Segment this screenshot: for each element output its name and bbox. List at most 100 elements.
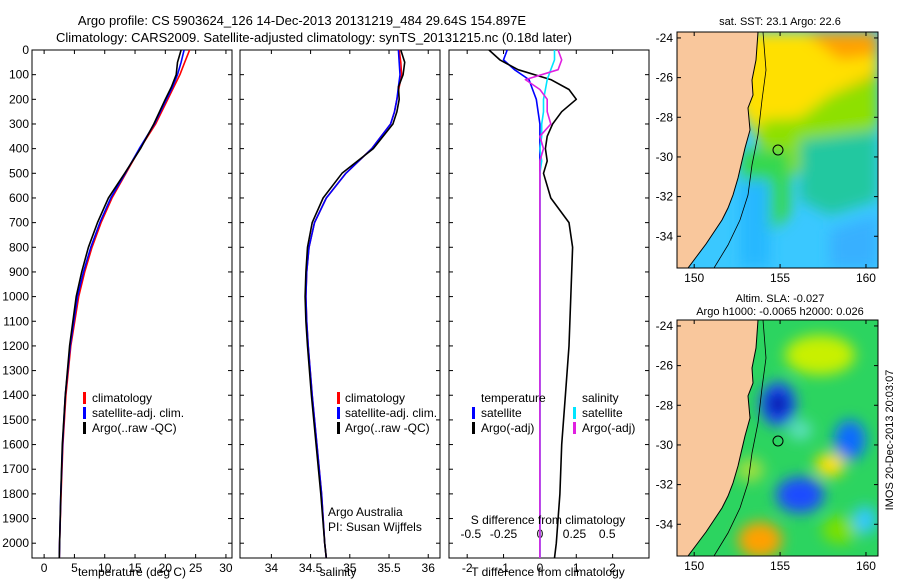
legend-swatch-sal-satellite — [573, 407, 576, 419]
depth-tick-label: 900 — [9, 265, 29, 279]
pi-label: PI: Susan Wijffels — [328, 520, 422, 534]
longitude-tick-label: 150 — [684, 271, 704, 285]
x-tick-label: 1 — [573, 561, 580, 575]
temperature-axis-label: temperature (deg C) — [78, 565, 186, 579]
depth-tick-label: 1600 — [2, 438, 29, 452]
x-tick-label: 34.5 — [299, 561, 323, 575]
profile-location-marker — [772, 144, 784, 156]
salinity-plot-frame — [239, 49, 441, 559]
depth-tick-label: 500 — [9, 166, 29, 180]
org-label: Argo Australia — [328, 505, 403, 519]
coastline — [677, 32, 767, 268]
depth-tick-label: 1100 — [3, 314, 29, 328]
longitude-tick-label: 150 — [684, 559, 704, 573]
salinity-difference-axis-label: S difference from climatology — [471, 513, 626, 527]
temperature-axis: 0 5 10 15 20 25 30 — [41, 50, 233, 575]
legend-climatology: climatology — [92, 391, 152, 405]
depth-tick-label: 600 — [9, 191, 29, 205]
x-tick-label: 36 — [422, 561, 436, 575]
latitude-tick-label: -30 — [656, 438, 674, 452]
x-tick-label: 34 — [265, 561, 279, 575]
latitude-tick-label: -32 — [656, 190, 674, 204]
series-line — [502, 49, 541, 558]
depth-tick-label: 1700 — [2, 462, 29, 476]
salinity-axis-label: salinity — [320, 565, 357, 579]
temperature-legend: climatology satellite-adj. clim. Argo(..… — [83, 391, 184, 435]
temperature-difference-axis: -2 -1 0 1 2 — [462, 50, 616, 575]
longitude-tick-label: 155 — [770, 559, 790, 573]
difference-panel: -2 -1 0 1 2 -0.5 -0.25 0 0.25 0.5 T difference f… — [448, 49, 650, 579]
legend-temp-argo: Argo(-adj) — [481, 421, 534, 435]
difference-legend: temperature satellite Argo(-adj) salinit… — [472, 391, 635, 435]
legend-swatch-argo — [337, 422, 340, 434]
legend-swatch-temp-satellite — [472, 407, 475, 419]
latitude-tick-label: -26 — [656, 359, 674, 373]
series-line — [524, 49, 563, 558]
latitude-tick-label: -26 — [656, 71, 674, 85]
legend-swatch-climatology — [337, 392, 340, 404]
depth-tick-label: 1000 — [2, 290, 29, 304]
legend-salinity-header: salinity — [582, 391, 619, 405]
difference-series — [488, 49, 578, 559]
depth-tick-label: 200 — [9, 92, 29, 106]
latitude-tick-label: -24 — [656, 31, 674, 45]
x-tick-label: 35.5 — [377, 561, 401, 575]
depth-tick-label: 1400 — [2, 388, 29, 402]
legend-swatch-climatology — [83, 392, 86, 404]
sla-map-frame — [676, 319, 879, 557]
timestamp-label: IMOS 20-Dec-2013 20:03:07 — [884, 370, 896, 511]
depth-tick-label: 1300 — [2, 364, 29, 378]
header-title-line2: Climatology: CARS2009. Satellite-adjuste… — [56, 30, 572, 45]
depth-tick-label: 2000 — [2, 536, 29, 550]
legend-climatology: climatology — [345, 391, 405, 405]
depth-tick-label: 1200 — [2, 339, 29, 353]
latitude-tick-label: -24 — [656, 319, 674, 333]
temperature-series — [58, 49, 191, 559]
header-title-line1: Argo profile: CS 5903624_126 14-Dec-2013… — [78, 13, 526, 28]
legend-sal-argo: Argo(-adj) — [582, 421, 635, 435]
salinity-panel: 34 34.5 35 35.5 36 salinity climatology sate… — [239, 49, 441, 579]
x-tick-label: 25 — [189, 561, 203, 575]
legend-satellite: satellite-adj. clim. — [345, 406, 437, 420]
legend-temp-satellite: satellite — [481, 406, 522, 420]
salinity-difference-tick-label: -0.5 — [460, 527, 481, 541]
series-line — [488, 49, 578, 559]
temperature-panel: 0100200300400500600700800900100011001200… — [2, 43, 233, 579]
longitude-tick-label: 160 — [856, 271, 876, 285]
depth-tick-label: 300 — [9, 117, 29, 131]
sla-map-axes: 150 155 160 -24 -26 -28 -30 -32 -34 — [656, 319, 878, 573]
x-tick-label: -1 — [498, 561, 509, 575]
depth-tick-label: 1500 — [2, 413, 29, 427]
latitude-tick-label: -28 — [656, 398, 674, 412]
longitude-tick-label: 160 — [856, 559, 876, 573]
legend-argo: Argo(..raw -QC) — [345, 421, 430, 435]
x-tick-label: -2 — [462, 561, 473, 575]
latitude-tick-label: -34 — [656, 229, 674, 243]
sst-map-axes: 150 155 160 -24 -26 -28 -30 -32 -34 — [656, 31, 878, 285]
latitude-tick-label: -28 — [656, 110, 674, 124]
series-line — [58, 49, 191, 559]
salinity-axis: 34 34.5 35 35.5 36 — [265, 50, 436, 575]
x-tick-label: 35 — [343, 561, 357, 575]
x-tick-label: 30 — [219, 561, 233, 575]
coastline — [677, 320, 767, 556]
x-tick-label: 15 — [128, 561, 142, 575]
depth-tick-label: 800 — [9, 240, 29, 254]
latitude-tick-label: -34 — [656, 517, 674, 531]
difference-plot-frame — [448, 49, 650, 559]
sla-map-title-line2: Argo h1000: -0.0065 h2000: 0.026 — [696, 306, 864, 318]
legend-swatch-argo — [83, 422, 86, 434]
x-tick-label: 0 — [41, 561, 48, 575]
sst-map: sat. SST: 23.1 Argo: 22.6 150 155 160 -24 -2… — [656, 16, 879, 285]
sst-map-title: sat. SST: 23.1 Argo: 22.6 — [719, 16, 841, 28]
legend-argo: Argo(..raw -QC) — [92, 421, 177, 435]
depth-tick-label: 400 — [9, 142, 29, 156]
legend-sal-satellite: satellite — [582, 406, 623, 420]
salinity-difference-tick-label: -0.25 — [490, 527, 518, 541]
salinity-difference-tick-label: 0.25 — [563, 527, 587, 541]
longitude-tick-label: 155 — [770, 271, 790, 285]
depth-tick-label: 100 — [9, 68, 29, 82]
latitude-tick-label: -30 — [656, 150, 674, 164]
profile-location-marker — [772, 435, 784, 447]
